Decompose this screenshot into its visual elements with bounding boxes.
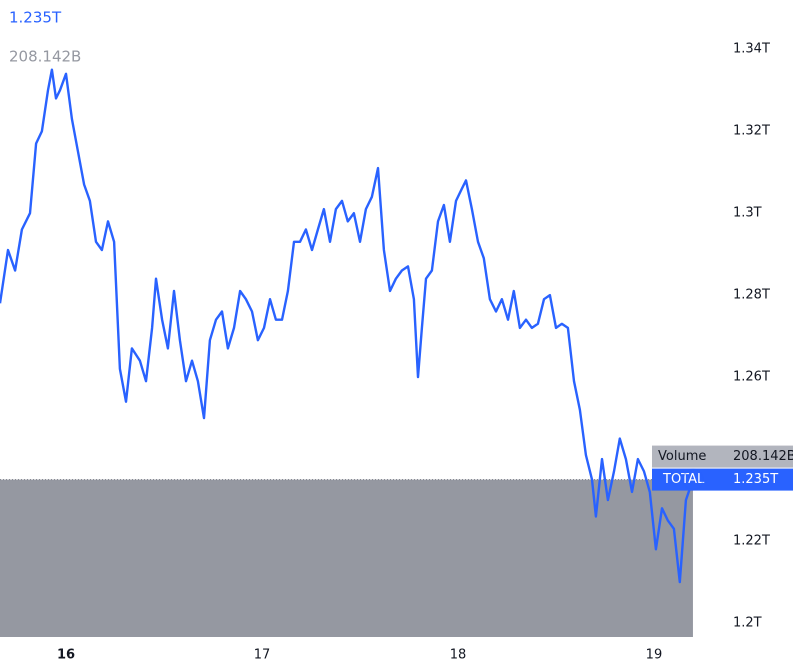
price-header: 1.235T bbox=[9, 9, 62, 27]
y-tick-label: 1.32T bbox=[733, 124, 770, 139]
y-tick-label: 1.26T bbox=[733, 370, 770, 385]
volume-badge bbox=[652, 445, 793, 468]
y-tick-label: 1.3T bbox=[733, 206, 762, 221]
x-tick-label: 18 bbox=[450, 648, 467, 661]
volume-header: 208.142B bbox=[9, 48, 81, 66]
volume-badge-value: 208.142B bbox=[733, 449, 793, 464]
y-tick-label: 1.28T bbox=[733, 288, 770, 303]
y-tick-label: 1.34T bbox=[733, 42, 770, 57]
volume-area bbox=[0, 479, 693, 637]
legend-series-name: TOTAL bbox=[662, 472, 705, 487]
x-tick-label: 16 bbox=[57, 648, 75, 661]
x-tick-label: 17 bbox=[254, 648, 271, 661]
price-badge bbox=[652, 468, 793, 491]
volume-badge-name: Volume bbox=[658, 449, 706, 464]
price-badge-value: 1.235T bbox=[733, 472, 778, 487]
x-tick-label: 19 bbox=[646, 648, 663, 661]
y-tick-label: 1.22T bbox=[733, 534, 770, 549]
price-line bbox=[0, 68, 695, 584]
last-point bbox=[681, 468, 704, 491]
y-tick-label: 1.2T bbox=[733, 616, 762, 631]
